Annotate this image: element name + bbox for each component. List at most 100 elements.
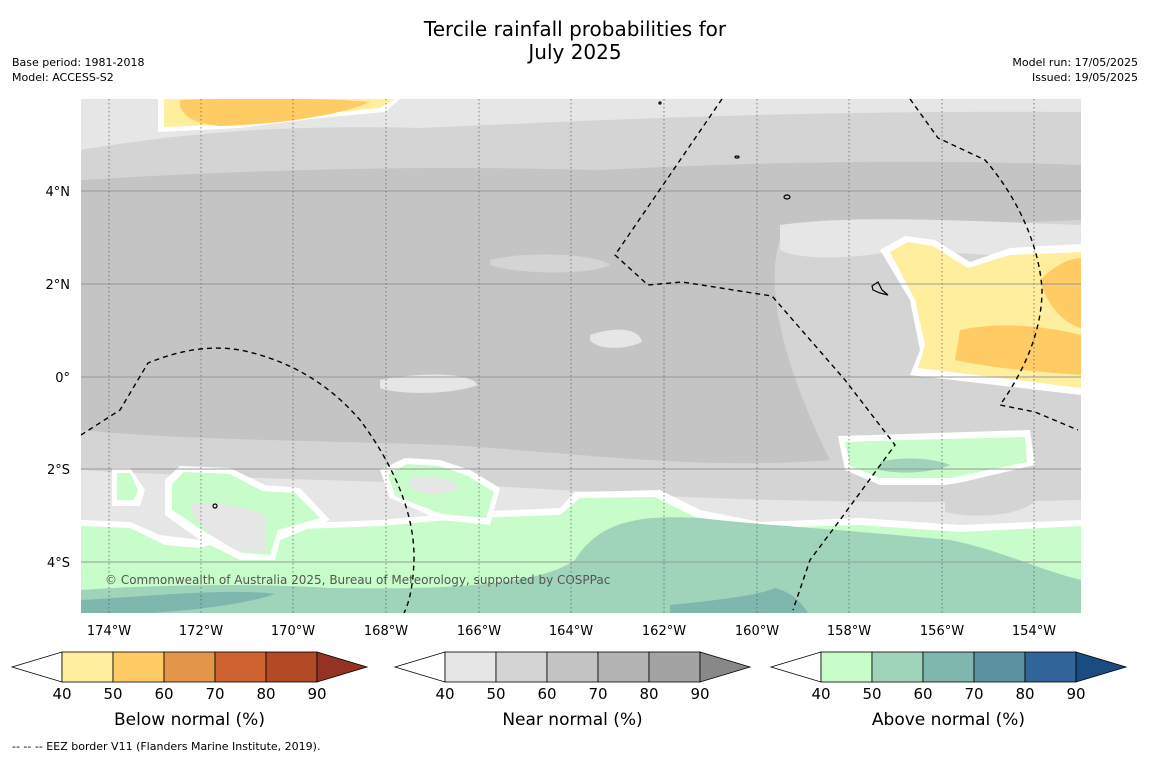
colorbar-label: Above normal (%) [872, 710, 1025, 730]
colorbar-segment [265, 651, 318, 683]
latitude-labels: 4°N 2°N 0° 2°S 4°S [46, 185, 71, 571]
colorbar-segment [546, 651, 599, 683]
meta-right: Model run: 17/05/2025 Issued: 19/05/2025 [1012, 55, 1138, 85]
island-outline [658, 101, 662, 105]
copyright-text: © Commonwealth of Australia 2025, Bureau… [105, 573, 611, 587]
above-normal-60-region [670, 588, 808, 613]
colorbar-segment [61, 651, 114, 683]
colorbar-tick: 50 [103, 685, 122, 703]
colorbar-extend-low [10, 651, 63, 683]
above-normal-50-region [81, 517, 1081, 613]
colorbar-segment [1024, 651, 1077, 683]
colorbar-segment [922, 651, 975, 683]
meridians [108, 99, 1035, 613]
islands [212, 101, 889, 509]
lon-label: 172°W [179, 624, 223, 639]
colorbar-segment [214, 651, 267, 683]
lon-label: 154°W [1012, 624, 1056, 639]
colorbar-segment [973, 651, 1026, 683]
near-normal-patch [490, 254, 610, 273]
colorbar-tick: 40 [811, 685, 830, 703]
lon-label: 162°W [642, 624, 686, 639]
colorbar-tick: 90 [690, 685, 709, 703]
island-outline [783, 194, 791, 200]
colorbar-tick: 40 [435, 685, 454, 703]
lat-label: 2°N [46, 278, 71, 293]
below-normal-50-region [179, 99, 370, 126]
colorbar-0: 40 50 60 70 80 90 Below normal (%) [10, 651, 369, 730]
colorbar-extend-high [316, 651, 369, 683]
colorbar-tick: 80 [639, 685, 658, 703]
colorbar-label: Near normal (%) [502, 710, 642, 730]
eez-border-line [909, 99, 1079, 431]
colorbar-tick: 80 [256, 685, 275, 703]
meta-left: Base period: 1981-2018 Model: ACCESS-S2 [12, 55, 144, 85]
island-outline [871, 281, 889, 296]
lon-label: 164°W [549, 624, 593, 639]
near-normal-patch [380, 374, 478, 393]
colorbar-segment [163, 651, 216, 683]
below-normal-50-region [1040, 258, 1081, 328]
colorbar-segment [871, 651, 924, 683]
colorbar-extend-high [1075, 651, 1128, 683]
near-normal-patch [410, 476, 460, 494]
colorbar-segment [648, 651, 701, 683]
lon-label: 170°W [271, 624, 315, 639]
eez-border-line [614, 99, 896, 611]
near-normal-patch [945, 481, 1040, 516]
colorbar-segment [597, 651, 650, 683]
near-normal-patch [590, 329, 642, 348]
colorbar-tick: 80 [1015, 685, 1034, 703]
map-title: Tercile rainfall probabilities for July … [423, 17, 727, 64]
base-period: Base period: 1981-2018 [12, 56, 145, 69]
colorbar-tick: 60 [537, 685, 556, 703]
colorbar-tick: 90 [1066, 685, 1085, 703]
colorbar-extend-high [699, 651, 752, 683]
island-outline [734, 155, 740, 159]
colorbar-tick: 70 [964, 685, 983, 703]
colorbar-tick: 50 [862, 685, 881, 703]
colorbar-segment [820, 651, 873, 683]
colorbars: 40 50 60 70 80 90 Below normal (%) 40 50 60 70 80 90… [10, 651, 1128, 730]
above-normal-60-region [81, 591, 275, 613]
colorbar-2: 40 50 60 70 80 90 Above normal (%) [769, 651, 1128, 730]
colorbar-tick: 40 [52, 685, 71, 703]
eez-borders [81, 99, 1079, 613]
map-plot-area [81, 99, 1081, 613]
lon-label: 158°W [827, 624, 871, 639]
lon-label: 168°W [364, 624, 408, 639]
colorbar-extend-low [393, 651, 446, 683]
colorbar-extend-low [769, 651, 822, 683]
model-run: Model run: 17/05/2025 [1012, 56, 1138, 69]
near-normal-60-region [81, 161, 1081, 464]
colorbar-label: Below normal (%) [114, 710, 265, 730]
graticule [81, 190, 1081, 563]
lon-label: 156°W [920, 624, 964, 639]
colorbar-segment [112, 651, 165, 683]
colorbar-tick: 50 [486, 685, 505, 703]
model-name: Model: ACCESS-S2 [12, 71, 114, 84]
eez-legend-footer: -- -- -- EEZ border V11 (Flanders Marine… [12, 740, 321, 753]
near-normal-patch [190, 503, 265, 552]
colorbar-tick: 60 [154, 685, 173, 703]
colorbar-tick: 70 [205, 685, 224, 703]
lon-label: 174°W [87, 624, 131, 639]
island-outline [212, 503, 218, 509]
lon-label: 166°W [457, 624, 501, 639]
colorbar-tick: 60 [913, 685, 932, 703]
colorbar-segment [444, 651, 497, 683]
below-normal-50-region [955, 325, 1081, 375]
lat-label: 4°S [47, 556, 70, 571]
colorbar-tick: 90 [307, 685, 326, 703]
lat-label: 2°S [47, 463, 70, 478]
colorbar-segment [495, 651, 548, 683]
issued-date: Issued: 19/05/2025 [1031, 71, 1138, 84]
lat-label: 4°N [46, 185, 71, 200]
colorbar-1: 40 50 60 70 80 90 Near normal (%) [393, 651, 752, 730]
above-normal-40-region [117, 473, 138, 500]
eez-border-line [81, 347, 415, 613]
longitude-labels: 174°W 172°W 170°W 168°W 166°W 164°W 162°… [87, 624, 1056, 639]
colorbar-tick: 70 [588, 685, 607, 703]
lat-label: 0° [55, 371, 70, 386]
